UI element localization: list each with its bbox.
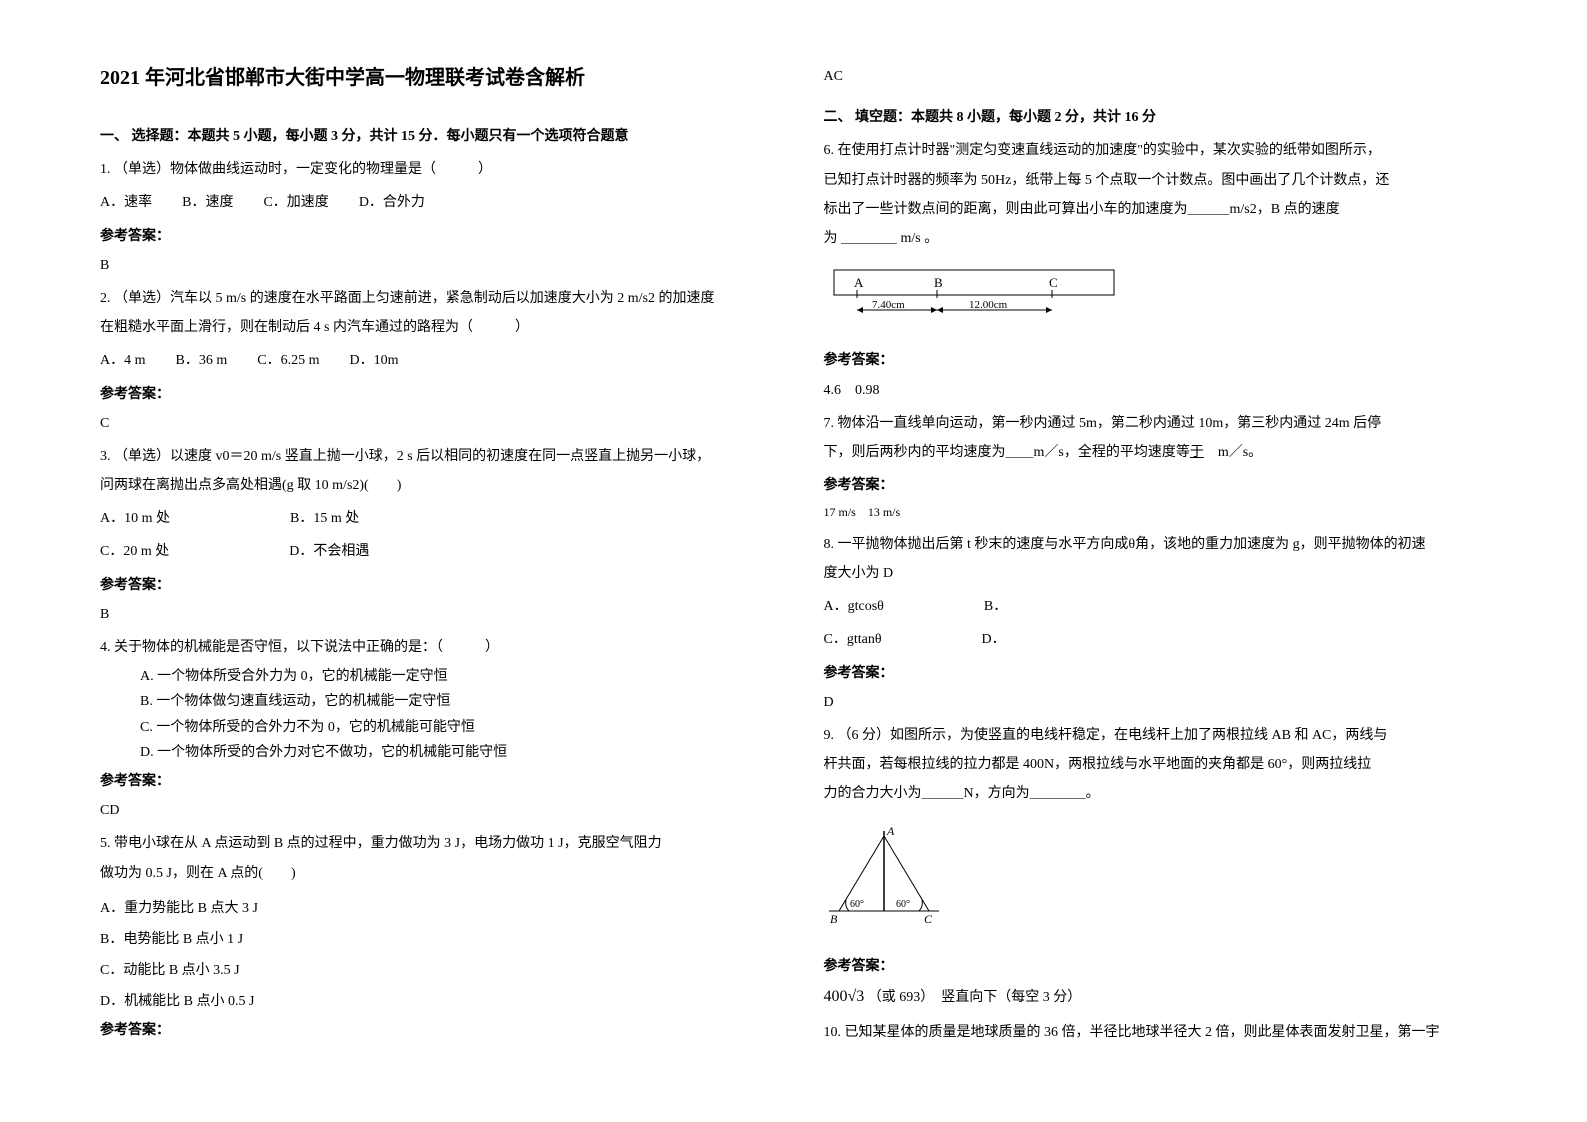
q4-optB: B. 一个物体做匀速直线运动，它的机械能一定守恒 [100,689,764,714]
q8-optC: C．gttanθ [824,627,882,652]
q2-optD: D．10m [349,348,398,373]
pole-labelB: B [830,912,838,926]
q9-ans-pre: 400 [824,988,848,1005]
section1-header: 一、 选择题：本题共 5 小题，每小题 3 分，共计 15 分．每小题只有一个选… [100,124,764,149]
q3-optD: D．不会相遇 [289,539,369,564]
q7-stem1: 7. 物体沿一直线单向运动，第一秒内通过 5m，第二秒内通过 10m，第三秒内通… [824,411,1488,436]
q9-stem1: 9. （6 分）如图所示，为使竖直的电线杆稳定，在电线杆上加了两根拉线 AB 和… [824,723,1488,748]
pole-diagram: A B C 60° 60° [824,821,1488,940]
q6-ans-label: 参考答案： [824,348,1488,373]
q4-ans-label: 参考答案： [100,769,764,794]
q6-stem3: 标出了一些计数点间的距离，则由此可算出小车的加速度为＿＿＿m/s2，B 点的速度 [824,197,1488,222]
q6-stem1: 6. 在使用打点计时器"测定匀变速直线运动的加速度"的实验中，某次实验的纸带如图… [824,138,1488,163]
q1-ans-label: 参考答案： [100,224,764,249]
q1-stem: 1. （单选）物体做曲线运动时，一定变化的物理量是（ ） [100,157,764,182]
q2-optB: B．36 m [176,348,228,373]
q9-stem3: 力的合力大小为＿＿＿N，方向为＿＿＿＿。 [824,781,1488,806]
tape-dist1: 7.40cm [872,299,905,311]
q3-options-row1: A．10 m 处 B．15 m 处 [100,506,764,531]
q8-options-row1: A．gtcosθ B． [824,594,1488,619]
q8-stem2: 度大小为 D [824,561,1488,586]
tape-labelC: C [1049,275,1058,290]
q3-optC: C．20 m 处 [100,539,169,564]
q5-ans: AC [824,64,1488,89]
q5-optC: C．动能比 B 点小 3.5 J [100,958,764,983]
tape-labelA: A [854,275,864,290]
q9-ans-label: 参考答案： [824,954,1488,979]
q8-ans-label: 参考答案： [824,661,1488,686]
tape-diagram: A B C 7.40cm 12.00cm [824,265,1488,334]
q5-ans-label: 参考答案： [100,1018,764,1043]
q2-options: A．4 m B．36 m C．6.25 m D．10m [100,348,764,373]
pole-labelC: C [924,912,933,926]
q8-stem1: 8. 一平抛物体抛出后第 t 秒末的速度与水平方向成θ角，该地的重力加速度为 g… [824,532,1488,557]
q8-optB: B． [984,594,1007,619]
q2-ans: C [100,411,764,436]
q10-stem: 10. 已知某星体的质量是地球质量的 36 倍，半径比地球半径大 2 倍，则此星… [824,1020,1488,1045]
q5-optB: B．电势能比 B 点小 1 J [100,927,764,952]
q8-options-row2: C．gttanθ D． [824,627,1488,652]
q6-ans: 4.6 0.98 [824,378,1488,403]
q2-stem2: 在粗糙水平面上滑行，则在制动后 4 s 内汽车通过的路程为（ ） [100,315,764,340]
q3-ans-label: 参考答案： [100,573,764,598]
q1-ans: B [100,253,764,278]
q3-optA: A．10 m 处 [100,506,170,531]
tape-svg: A B C 7.40cm 12.00cm [824,265,1124,325]
q5-optA: A．重力势能比 B 点大 3 J [100,896,764,921]
q1-optD: D．合外力 [359,190,425,215]
page-title: 2021 年河北省邯郸市大街中学高一物理联考试卷含解析 [100,60,764,96]
q2-optC: C．6.25 m [257,348,319,373]
q5-stem1: 5. 带电小球在从 A 点运动到 B 点的过程中，重力做功为 3 J，电场力做功… [100,831,764,856]
q7-ans: 17 m/s 13 m/s [824,502,1488,524]
q1-optB: B．速度 [182,190,233,215]
left-column: 2021 年河北省邯郸市大街中学高一物理联考试卷含解析 一、 选择题：本题共 5… [100,60,764,1062]
q9-stem2: 杆共面，若每根拉线的拉力都是 400N，两根拉线与水平地面的夹角都是 60°，则… [824,752,1488,777]
q5-optD: D．机械能比 B 点小 0.5 J [100,989,764,1014]
q5-stem2: 做功为 0.5 J，则在 A 点的( ) [100,861,764,886]
q4-optA: A. 一个物体所受合外力为 0，它的机械能一定守恒 [100,664,764,689]
pole-svg: A B C 60° 60° [824,821,944,931]
q4-optD: D. 一个物体所受的合外力对它不做功，它的机械能可能守恒 [100,740,764,765]
tape-dist2: 12.00cm [969,299,1008,311]
q2-optA: A．4 m [100,348,146,373]
q7-stem2-pre: 下，则后两秒内的平均速度为＿＿m／s，全程的平均速度等 [824,445,1190,460]
pole-labelA: A [886,824,895,838]
q6-stem4: 为 ＿＿＿＿ m/s 。 [824,226,1488,251]
q4-ans: CD [100,798,764,823]
right-column: AC 二、 填空题：本题共 8 小题，每小题 2 分，共计 16 分 6. 在使… [824,60,1488,1062]
q7-stem2-post: m／s。 [1204,445,1262,460]
q9-ans-sqrt: √3 [848,988,865,1005]
q7-stem2-ul: 于 [1190,445,1204,460]
q8-ans: D [824,690,1488,715]
q4-optC: C. 一个物体所受的合外力不为 0，它的机械能可能守恒 [100,715,764,740]
pole-angle2: 60° [896,899,910,910]
q7-stem2: 下，则后两秒内的平均速度为＿＿m／s，全程的平均速度等于 m／s。 [824,440,1488,465]
tape-labelB: B [934,275,943,290]
q1-options: A．速率 B．速度 C．加速度 D．合外力 [100,190,764,215]
q9-ans: 400√3 （或 693） 竖直向下（每空 3 分） [824,983,1488,1012]
q4-stem: 4. 关于物体的机械能是否守恒，以下说法中正确的是：（ ） [100,635,764,660]
q2-stem1: 2. （单选）汽车以 5 m/s 的速度在水平路面上匀速前进，紧急制动后以加速度… [100,286,764,311]
q3-stem1: 3. （单选）以速度 v0＝20 m/s 竖直上抛一小球，2 s 后以相同的初速… [100,444,764,469]
q8-optD: D． [982,627,1006,652]
q9-ans-post: （或 693） 竖直向下（每空 3 分） [868,990,1082,1005]
q3-optB: B．15 m 处 [290,506,359,531]
q3-options-row2: C．20 m 处 D．不会相遇 [100,539,764,564]
q7-ans-label: 参考答案： [824,473,1488,498]
q1-optC: C．加速度 [263,190,328,215]
section2-header: 二、 填空题：本题共 8 小题，每小题 2 分，共计 16 分 [824,105,1488,130]
pole-angle1: 60° [850,899,864,910]
q3-stem2: 问两球在离抛出点多高处相遇(g 取 10 m/s2)( ) [100,473,764,498]
q3-ans: B [100,602,764,627]
q8-optA: A．gtcosθ [824,594,884,619]
q6-stem2: 已知打点计时器的频率为 50Hz，纸带上每 5 个点取一个计数点。图中画出了几个… [824,168,1488,193]
q1-optA: A．速率 [100,190,152,215]
q2-ans-label: 参考答案： [100,382,764,407]
